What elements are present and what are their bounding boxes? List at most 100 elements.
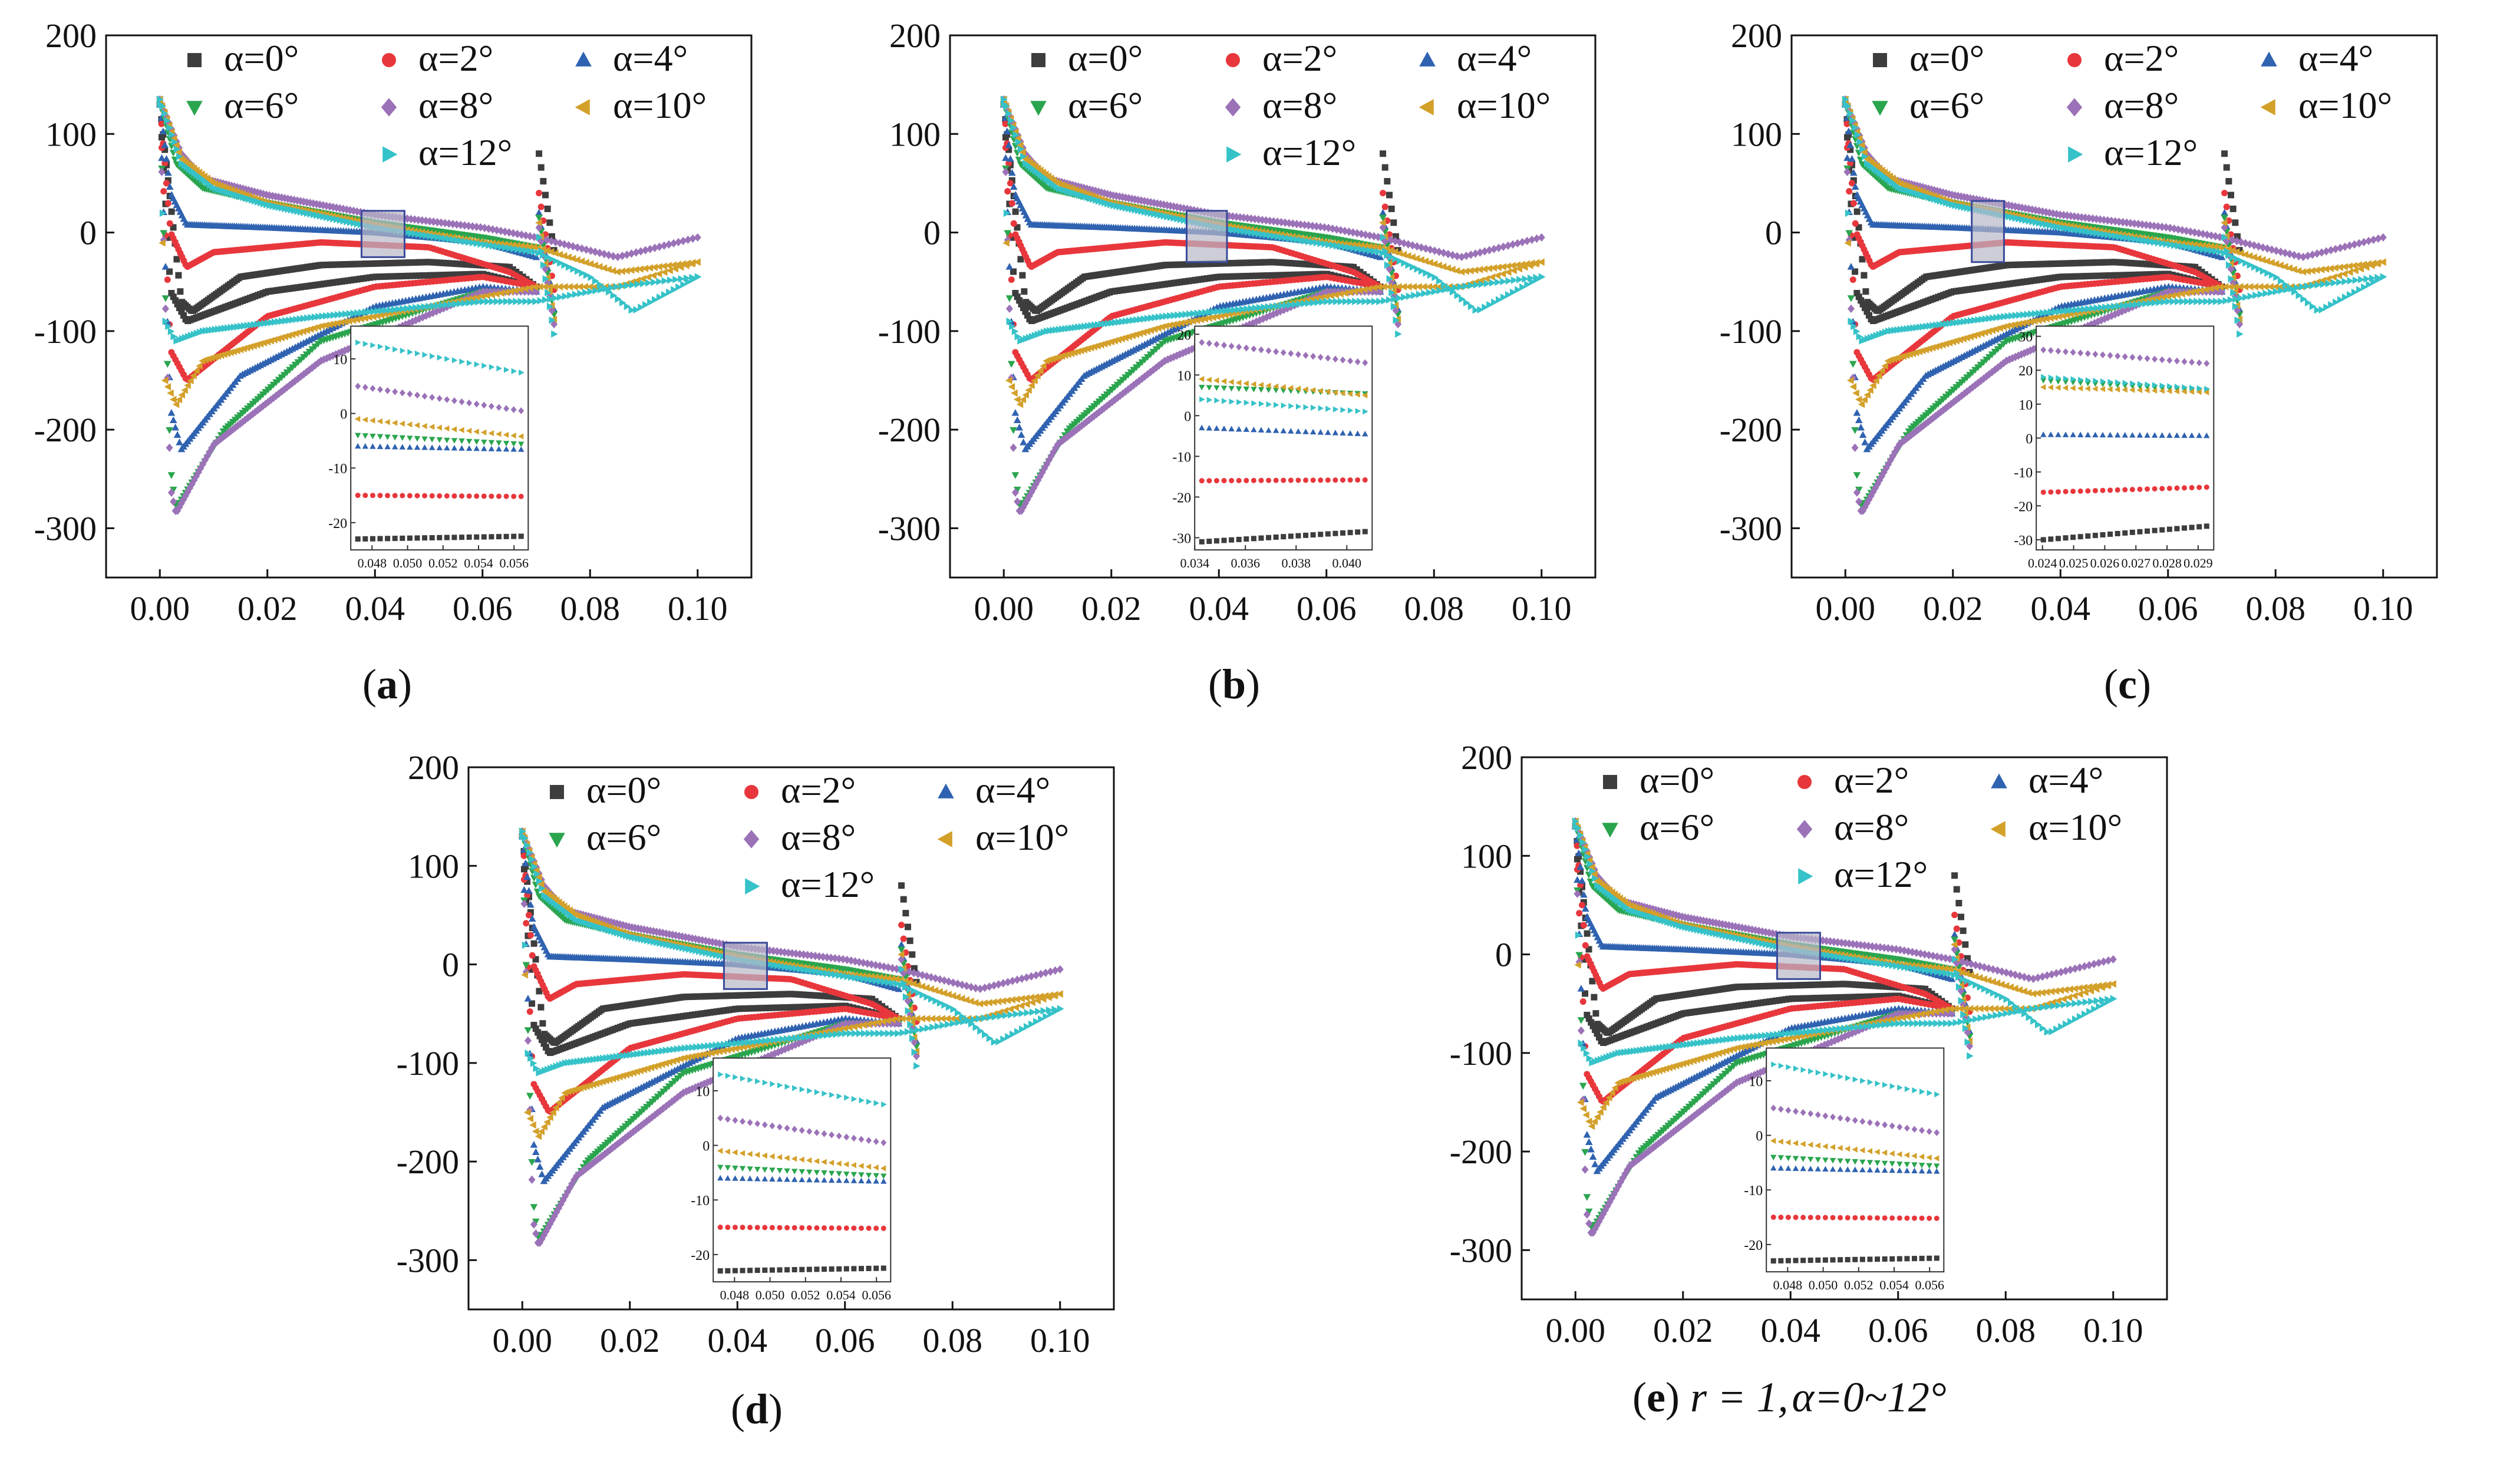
data-point bbox=[1269, 310, 1277, 319]
data-point bbox=[258, 320, 265, 328]
inset-data-point bbox=[1318, 477, 1324, 483]
data-point bbox=[669, 261, 677, 269]
data-point bbox=[1012, 131, 1020, 139]
inset-data-point bbox=[1198, 376, 1205, 382]
data-point bbox=[1371, 298, 1378, 305]
data-point bbox=[260, 190, 268, 199]
inset-data-point bbox=[496, 365, 502, 372]
data-point bbox=[461, 299, 469, 307]
data-point bbox=[675, 237, 682, 247]
data-point bbox=[399, 273, 406, 280]
inset-data-point bbox=[1273, 534, 1279, 540]
data-point bbox=[1008, 200, 1015, 207]
data-point bbox=[1380, 150, 1387, 157]
inset-data-point bbox=[1265, 347, 1272, 355]
inset-data-point bbox=[1332, 530, 1338, 536]
inset-data-point bbox=[370, 443, 376, 449]
data-point bbox=[1162, 322, 1169, 330]
inset-data-point bbox=[1266, 477, 1272, 483]
data-point bbox=[541, 283, 548, 291]
data-point bbox=[1247, 214, 1255, 223]
inset-data-point bbox=[519, 369, 525, 376]
data-point bbox=[1293, 220, 1301, 229]
data-point bbox=[1274, 272, 1281, 279]
data-point bbox=[434, 302, 441, 309]
inset-data-point bbox=[429, 394, 436, 401]
data-point bbox=[513, 298, 520, 305]
data-point bbox=[1499, 270, 1506, 278]
legend-marker bbox=[1225, 98, 1241, 117]
data-point bbox=[164, 276, 171, 283]
data-point bbox=[1351, 288, 1358, 295]
data-point bbox=[161, 304, 170, 313]
data-point bbox=[382, 311, 389, 318]
data-point bbox=[1392, 255, 1400, 263]
data-point bbox=[547, 248, 555, 256]
data-point bbox=[655, 270, 662, 278]
data-point bbox=[2064, 273, 2072, 280]
data-point bbox=[1305, 299, 1312, 307]
data-point bbox=[506, 263, 513, 270]
data-point bbox=[1843, 120, 1851, 127]
data-point bbox=[405, 272, 413, 279]
zoom-box bbox=[360, 210, 405, 258]
data-point bbox=[296, 197, 304, 206]
data-point bbox=[193, 367, 200, 375]
data-point bbox=[581, 283, 589, 291]
data-point bbox=[618, 282, 626, 290]
data-point bbox=[1472, 306, 1480, 314]
data-point bbox=[1155, 324, 1162, 332]
data-point bbox=[2188, 263, 2195, 270]
data-point bbox=[256, 404, 264, 413]
inset-data-point bbox=[1258, 387, 1265, 393]
data-point bbox=[167, 389, 174, 397]
data-point bbox=[341, 318, 348, 326]
inset-data-point bbox=[488, 430, 494, 437]
plot-frame bbox=[949, 34, 1597, 579]
data-point bbox=[159, 127, 167, 135]
inset-data-point bbox=[377, 386, 383, 393]
inset-data-point bbox=[1251, 536, 1256, 542]
inset-x-tick-label: 0.052 bbox=[428, 556, 458, 570]
inset-data-point bbox=[511, 493, 517, 499]
data-point bbox=[633, 306, 640, 314]
data-point bbox=[527, 248, 534, 255]
y-tick-label: 100 bbox=[889, 115, 941, 153]
data-point bbox=[1028, 381, 1035, 390]
inset-data-point bbox=[1325, 477, 1331, 483]
data-point bbox=[552, 249, 559, 257]
data-point bbox=[1246, 272, 1253, 279]
inset-data-point bbox=[496, 404, 502, 411]
data-point bbox=[1325, 240, 1332, 249]
inset-data-point bbox=[1295, 477, 1301, 483]
inset-data-point bbox=[1325, 354, 1331, 362]
data-point bbox=[1853, 289, 1861, 296]
data-point bbox=[1256, 272, 1264, 279]
data-point bbox=[395, 305, 403, 314]
data-point bbox=[660, 268, 668, 276]
data-point bbox=[1229, 273, 1236, 280]
data-point bbox=[187, 377, 194, 385]
data-point bbox=[539, 251, 547, 259]
data-point bbox=[688, 260, 695, 268]
data-point bbox=[354, 309, 361, 317]
data-point bbox=[294, 374, 302, 383]
data-point bbox=[1384, 261, 1391, 269]
legend-marker bbox=[1226, 146, 1242, 163]
inset-data-point bbox=[362, 443, 368, 449]
data-point bbox=[667, 276, 674, 284]
inset-data-point bbox=[1221, 478, 1227, 484]
data-point bbox=[1175, 311, 1182, 319]
inset-data-point bbox=[1206, 397, 1213, 403]
data-point bbox=[1294, 271, 1301, 278]
inset-data-point bbox=[1236, 426, 1242, 432]
inset-data-point bbox=[1354, 391, 1360, 398]
data-point bbox=[438, 301, 446, 309]
data-point bbox=[2129, 271, 2136, 278]
data-point bbox=[500, 263, 507, 270]
data-point bbox=[1355, 286, 1363, 295]
data-point bbox=[588, 273, 595, 282]
data-point bbox=[1380, 190, 1387, 197]
data-point bbox=[2223, 164, 2230, 171]
data-point bbox=[1115, 318, 1123, 326]
